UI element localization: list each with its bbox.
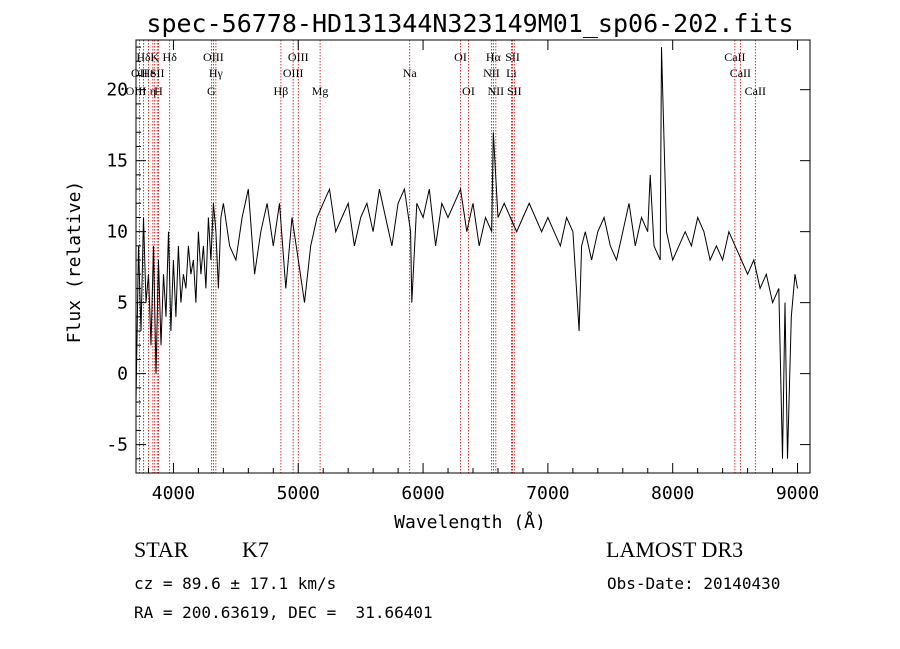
x-tick-label: 4000 <box>152 483 195 504</box>
chart-title: spec-56778-HD131344N323149M01_sp06-202.f… <box>146 9 793 38</box>
object-subclass: K7 <box>242 537 269 562</box>
spectral-line-label: OI <box>454 50 467 64</box>
spectral-line-label: OIII <box>288 50 309 64</box>
x-tick-label: 7000 <box>526 483 569 504</box>
spectral-line-label: SII <box>507 84 522 98</box>
spectral-line-label: CaII <box>730 66 751 80</box>
x-axis-label: Wavelength (Å) <box>394 511 546 530</box>
spectral-line-label: Hβ <box>274 84 289 98</box>
spectral-line-label: Hδ <box>136 50 151 64</box>
x-tick-label: 9000 <box>776 483 819 504</box>
object-class: STAR <box>134 537 189 562</box>
spectral-line-label: Na <box>403 66 418 80</box>
y-tick-label: 5 <box>117 293 128 314</box>
x-tick-label: 6000 <box>401 483 444 504</box>
x-axis-ticks: 4000 5000 6000 7000 8000 9000 <box>147 40 819 504</box>
y-tick-label: 15 <box>106 151 128 172</box>
spectral-line-label: Hγ <box>209 66 224 80</box>
y-tick-label: -5 <box>106 435 128 456</box>
spectral-line-label: OIII <box>283 66 304 80</box>
spectral-line-label: G <box>207 84 216 98</box>
spectral-line-label: Mg <box>312 84 329 98</box>
spectral-line-label: CaII <box>724 50 745 64</box>
spectral-line-label: He <box>141 66 155 80</box>
y-axis-ticks: -5 0 5 10 15 20 <box>106 46 810 460</box>
spectral-line-label: Li <box>506 66 517 80</box>
spectral-line-label: OIII <box>203 50 224 64</box>
observation-date: Obs-Date: 20140430 <box>607 574 781 593</box>
spectral-line-label: OI <box>462 84 475 98</box>
spectral-line-label: H <box>154 84 163 98</box>
sky-coordinates: RA = 200.63619, DEC = 31.66401 <box>134 603 433 622</box>
redshift-velocity: cz = 89.6 ± 17.1 km/s <box>134 574 337 593</box>
y-tick-label: 10 <box>106 222 128 243</box>
spectral-line-label: NII <box>488 84 505 98</box>
spectral-line-label: Hδ <box>163 50 178 64</box>
spectral-line-label: NII <box>483 66 500 80</box>
spectral-line-markers <box>135 40 756 473</box>
spectrum-plot: spec-56778-HD131344N323149M01_sp06-202.f… <box>64 9 819 530</box>
x-tick-label: 5000 <box>277 483 320 504</box>
spectral-line-label: K <box>150 50 159 64</box>
survey-name: LAMOST DR3 <box>606 537 744 562</box>
spectral-line-label: Hα <box>486 50 502 64</box>
spectral-line-label: η <box>150 84 156 98</box>
flux-series-line <box>135 47 798 459</box>
spectral-line-label: OII <box>131 66 148 80</box>
y-tick-label: 0 <box>117 364 128 385</box>
spectral-line-label: SII <box>505 50 520 64</box>
x-tick-label: 8000 <box>651 483 694 504</box>
spectral-line-label: CaII <box>745 84 766 98</box>
y-tick-label: 20 <box>106 80 128 101</box>
y-axis-label: Flux (relative) <box>64 181 85 344</box>
spectral-line-label: SII <box>150 66 165 80</box>
